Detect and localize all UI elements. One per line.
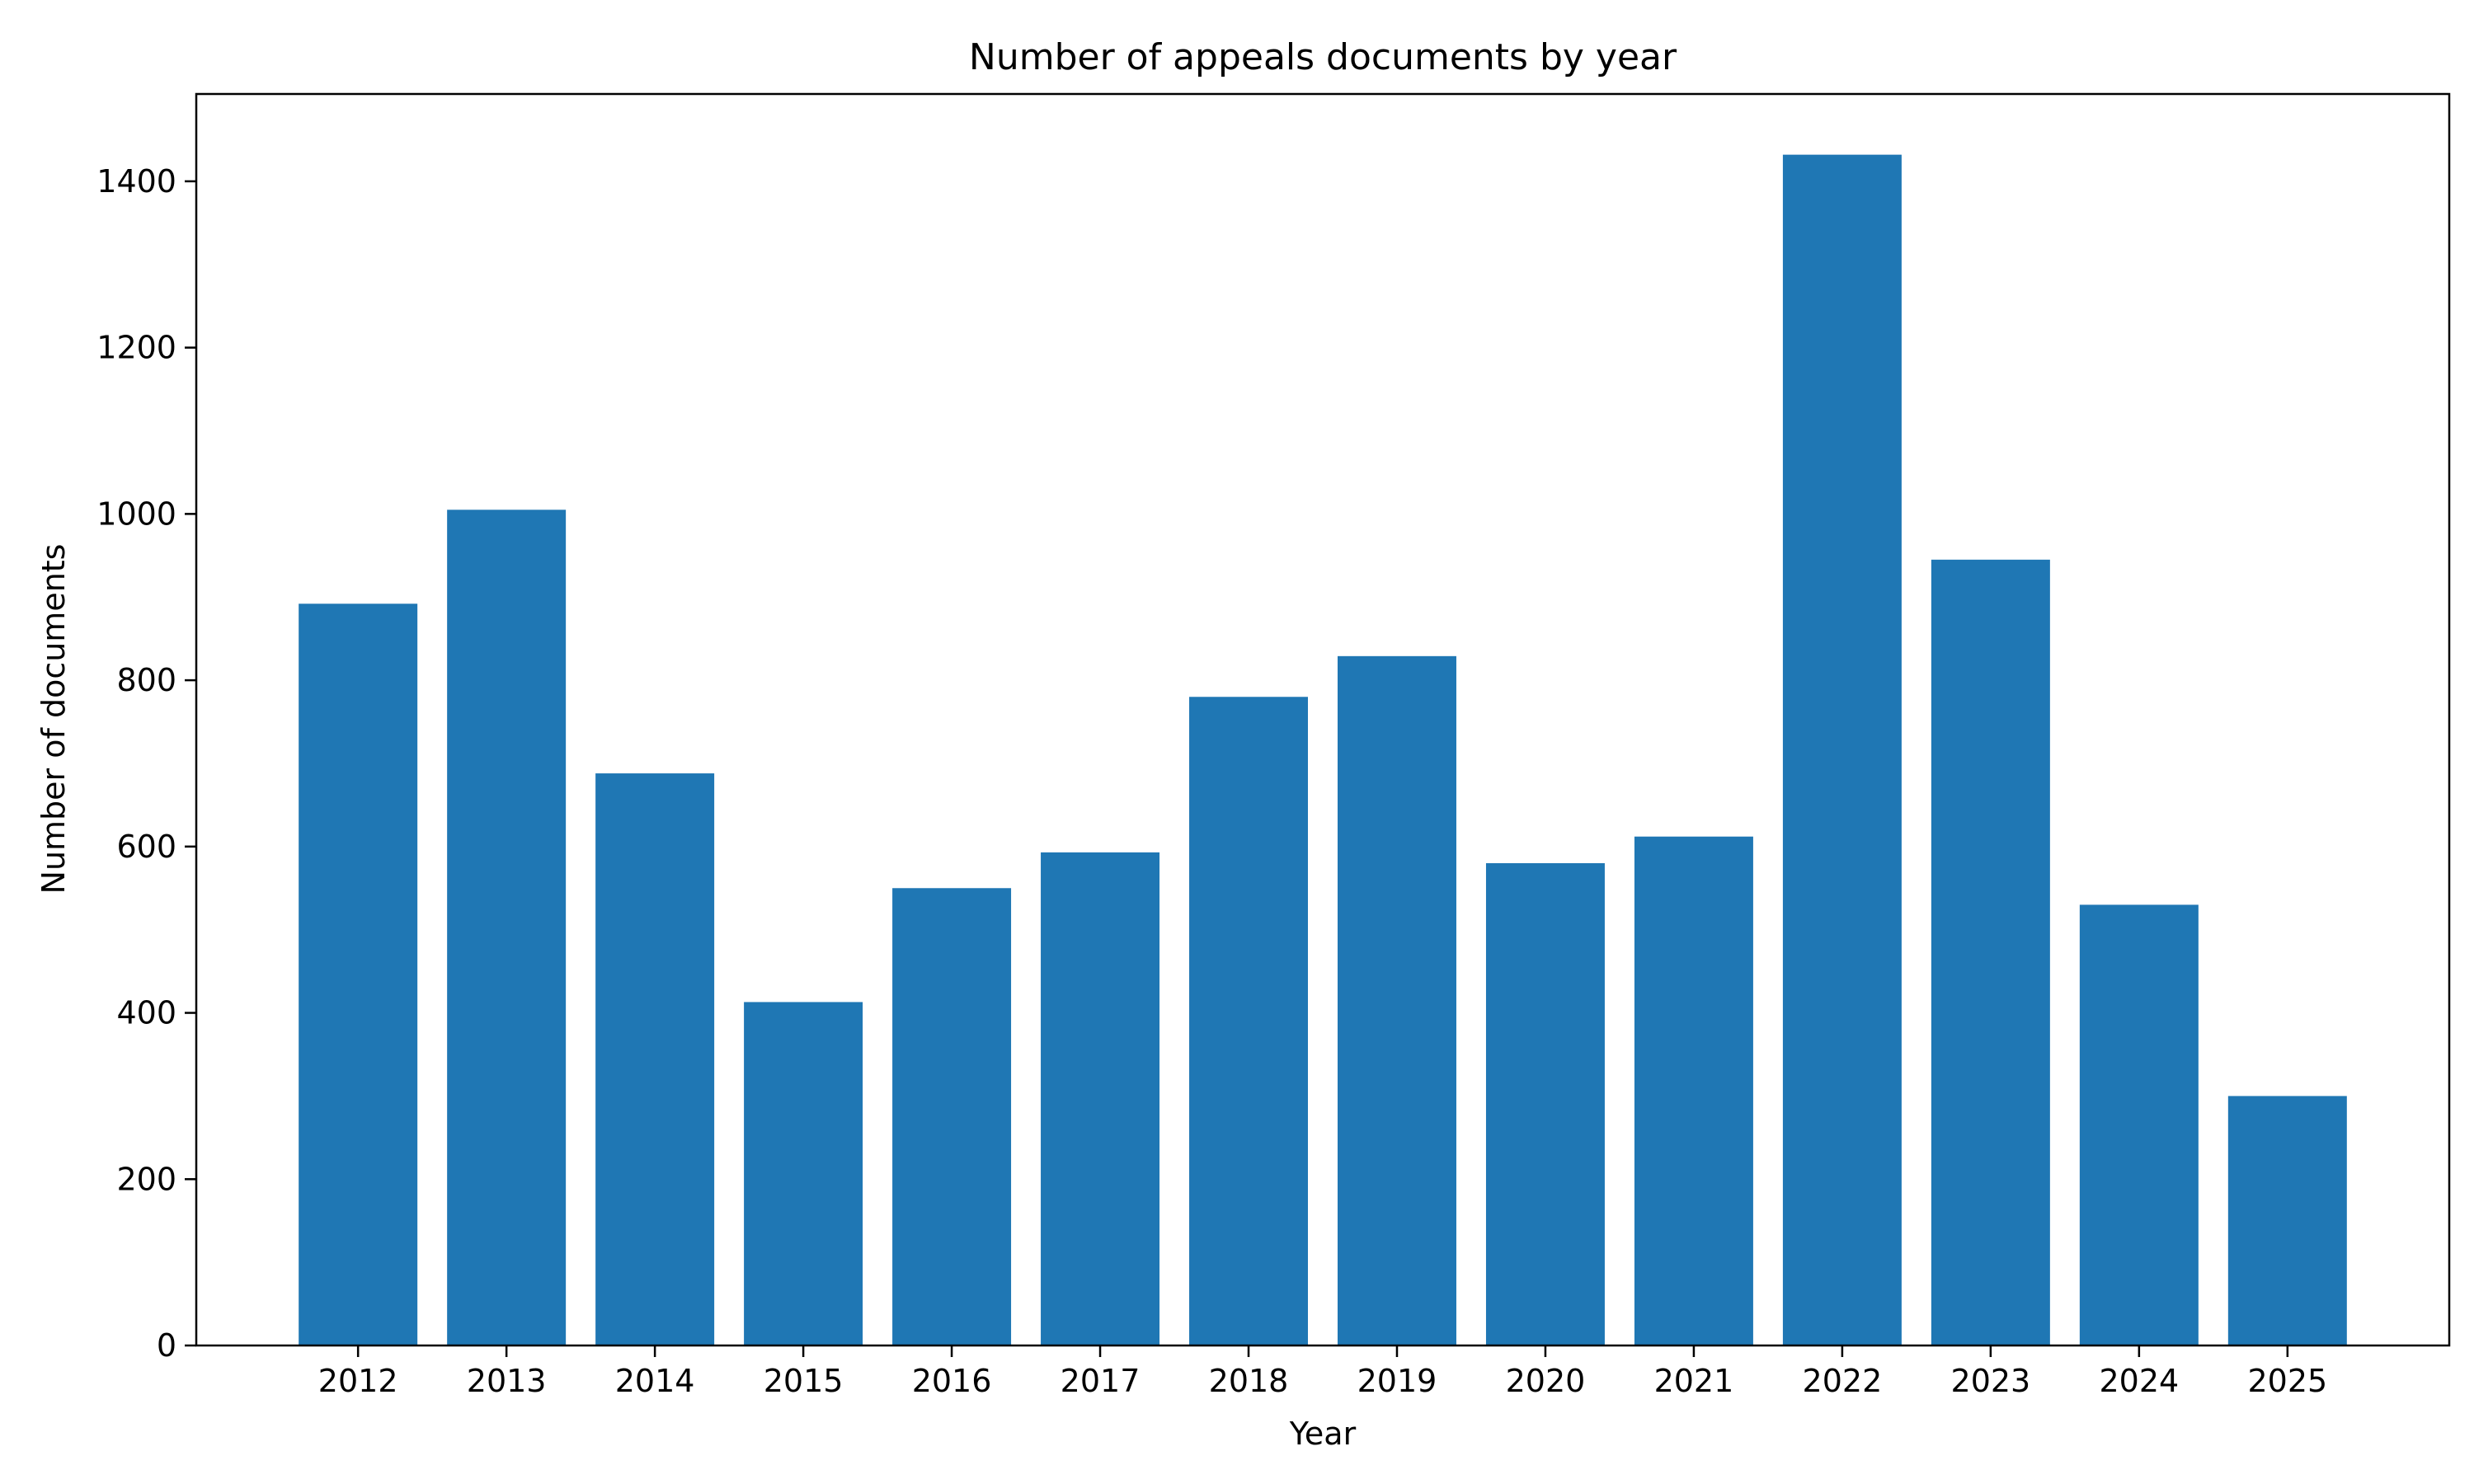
- x-tick-label: 2025: [2247, 1363, 2327, 1399]
- y-tick-label: 400: [116, 995, 176, 1031]
- y-ticks: 0 200 400 600 800 1000 1200 1400: [96, 163, 196, 1364]
- x-tick-label: 2014: [615, 1363, 695, 1399]
- y-tick-label: 200: [116, 1161, 176, 1197]
- y-tick-label: 0: [157, 1327, 176, 1364]
- x-tick-label: 2012: [318, 1363, 398, 1399]
- bar-2017: [1041, 852, 1160, 1345]
- bar-2020: [1485, 862, 1605, 1345]
- x-ticks: 2012 2013 2014 2015 2016 2017 2018 2019 2020 2021…: [318, 1345, 2327, 1399]
- y-tick-label: 1000: [96, 495, 176, 532]
- x-tick-label: 2018: [1209, 1363, 1289, 1399]
- y-tick-label: 1400: [96, 163, 176, 200]
- bar-2025: [2227, 1096, 2347, 1345]
- bar-2015: [744, 1002, 863, 1345]
- x-axis-label: Year: [1289, 1416, 1357, 1452]
- bar-2024: [2079, 904, 2199, 1345]
- y-axis-label: Number of documents: [35, 544, 72, 895]
- y-tick-label: 600: [116, 829, 176, 865]
- bar-2019: [1337, 655, 1456, 1345]
- bar-2012: [299, 603, 418, 1345]
- plot-area-frame: [195, 92, 2451, 1347]
- x-tick-label: 2024: [2099, 1363, 2179, 1399]
- x-tick-label: 2022: [1803, 1363, 1883, 1399]
- x-tick-label: 2023: [1951, 1363, 2031, 1399]
- bar-2023: [1931, 559, 2050, 1345]
- x-tick-label: 2015: [764, 1363, 844, 1399]
- y-tick-label: 800: [116, 662, 176, 698]
- x-tick-label: 2017: [1061, 1363, 1141, 1399]
- x-tick-label: 2016: [912, 1363, 992, 1399]
- bar-2013: [447, 510, 567, 1345]
- bar-2016: [892, 888, 1012, 1345]
- bar-2018: [1189, 697, 1309, 1345]
- x-tick-label: 2020: [1506, 1363, 1586, 1399]
- x-tick-label: 2013: [467, 1363, 547, 1399]
- bar-2022: [1782, 154, 1902, 1345]
- bar-2021: [1634, 836, 1753, 1345]
- x-tick-label: 2021: [1654, 1363, 1734, 1399]
- x-tick-label: 2019: [1357, 1363, 1437, 1399]
- y-tick-label: 1200: [96, 330, 176, 366]
- bars-layer: [299, 154, 2347, 1345]
- bar-2014: [595, 773, 715, 1345]
- chart-title: Number of appeals documents by year: [969, 36, 1677, 78]
